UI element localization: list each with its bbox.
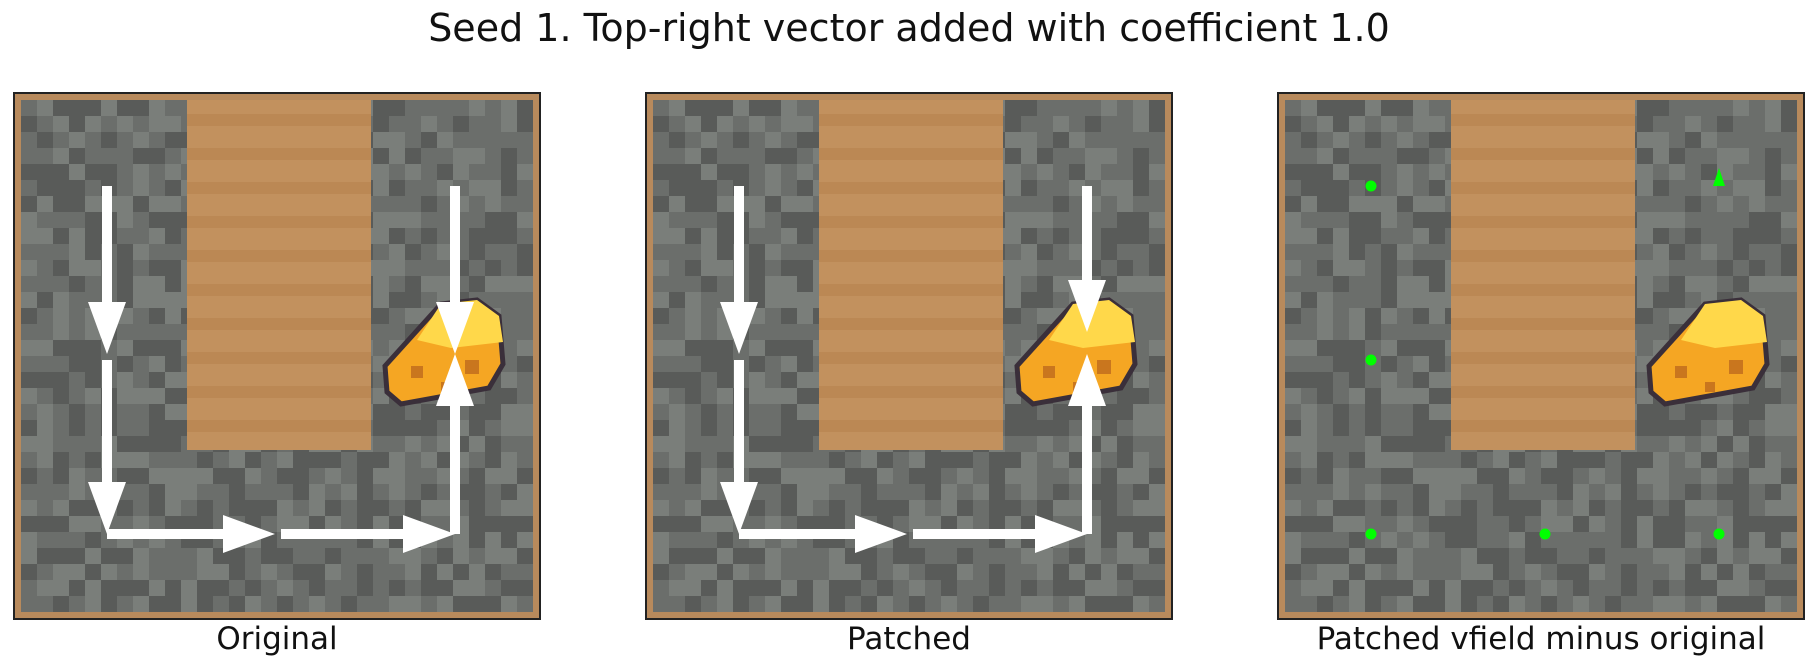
vector-arrow (88, 186, 126, 354)
vector-arrow (739, 515, 907, 553)
vector-arrow (281, 515, 455, 553)
caption-diff: Patched vfield minus original (1316, 621, 1766, 657)
panel-diff (1277, 92, 1805, 620)
cheese-icon (1646, 297, 1770, 407)
difference-markers (1365, 168, 1725, 540)
panel-patched (645, 92, 1173, 620)
vector-arrow (436, 186, 474, 354)
zero-change-dot (1713, 528, 1725, 540)
zero-change-dot (1539, 528, 1551, 540)
zero-change-dot (1365, 180, 1377, 192)
vector-arrow (913, 515, 1087, 553)
vector-arrow (1068, 186, 1106, 332)
vector-arrow (720, 360, 758, 534)
panel-original (13, 92, 541, 620)
vector-arrow (88, 360, 126, 534)
vector-arrow (720, 186, 758, 354)
zero-change-dot (1365, 528, 1377, 540)
dirt-wall (187, 100, 371, 450)
vector-field (720, 186, 1106, 553)
maze-diff (1279, 94, 1803, 618)
dirt-wall (819, 100, 1003, 450)
vector-field (88, 186, 474, 553)
maze-original (15, 94, 539, 618)
dirt-wall (1451, 100, 1635, 450)
caption-patched: Patched (847, 621, 971, 657)
vector-arrow (1068, 354, 1106, 534)
zero-change-dot (1365, 354, 1377, 366)
vector-arrow (436, 354, 474, 534)
change-arrow (1713, 168, 1725, 186)
caption-original: Original (216, 621, 338, 657)
vector-arrow (107, 515, 275, 553)
maze-patched (647, 94, 1171, 618)
figure-title: Seed 1. Top-right vector added with coef… (428, 6, 1390, 50)
cheese-icon (1014, 297, 1138, 407)
